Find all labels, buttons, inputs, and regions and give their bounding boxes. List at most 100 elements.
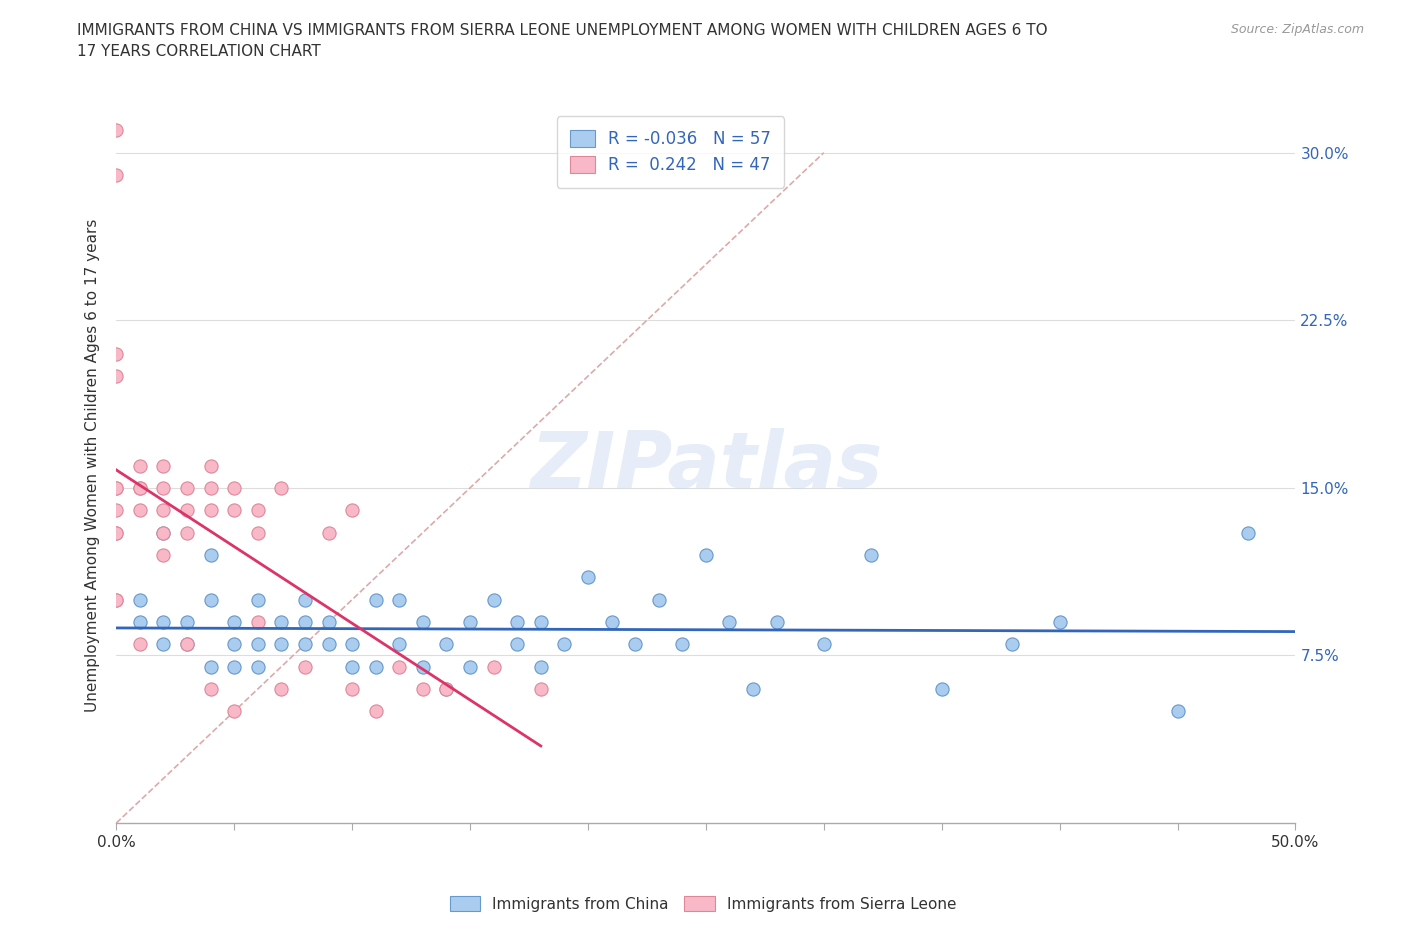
Point	[506, 637, 529, 652]
Point	[340, 503, 363, 518]
Point	[388, 592, 411, 607]
Point	[200, 548, 222, 563]
Point	[412, 682, 434, 697]
Point	[270, 615, 292, 630]
Point	[105, 525, 128, 540]
Point	[1001, 637, 1024, 652]
Point	[813, 637, 835, 652]
Point	[152, 503, 174, 518]
Point	[270, 481, 292, 496]
Point	[270, 637, 292, 652]
Point	[647, 592, 669, 607]
Point	[294, 615, 316, 630]
Point	[224, 637, 246, 652]
Point	[152, 458, 174, 473]
Point	[246, 525, 269, 540]
Point	[364, 659, 387, 674]
Point	[224, 704, 246, 719]
Point	[340, 682, 363, 697]
Y-axis label: Unemployment Among Women with Children Ages 6 to 17 years: Unemployment Among Women with Children A…	[86, 219, 100, 712]
Point	[1049, 615, 1071, 630]
Text: Source: ZipAtlas.com: Source: ZipAtlas.com	[1230, 23, 1364, 36]
Point	[152, 525, 174, 540]
Point	[128, 615, 150, 630]
Point	[200, 481, 222, 496]
Point	[340, 637, 363, 652]
Point	[128, 458, 150, 473]
Point	[388, 637, 411, 652]
Point	[105, 368, 128, 383]
Point	[200, 659, 222, 674]
Point	[224, 503, 246, 518]
Point	[458, 615, 481, 630]
Point	[931, 682, 953, 697]
Point	[176, 503, 198, 518]
Point	[246, 592, 269, 607]
Point	[246, 659, 269, 674]
Text: ZIPatlas: ZIPatlas	[530, 428, 882, 503]
Point	[718, 615, 741, 630]
Point	[482, 659, 505, 674]
Point	[412, 615, 434, 630]
Point	[105, 525, 128, 540]
Point	[530, 659, 553, 674]
Text: IMMIGRANTS FROM CHINA VS IMMIGRANTS FROM SIERRA LEONE UNEMPLOYMENT AMONG WOMEN W: IMMIGRANTS FROM CHINA VS IMMIGRANTS FROM…	[77, 23, 1047, 60]
Point	[176, 481, 198, 496]
Point	[765, 615, 787, 630]
Point	[506, 615, 529, 630]
Point	[318, 615, 340, 630]
Point	[224, 659, 246, 674]
Point	[436, 637, 458, 652]
Point	[412, 659, 434, 674]
Point	[200, 682, 222, 697]
Point	[246, 637, 269, 652]
Legend: Immigrants from China, Immigrants from Sierra Leone: Immigrants from China, Immigrants from S…	[443, 889, 963, 918]
Point	[152, 525, 174, 540]
Legend: R = -0.036   N = 57, R =  0.242   N = 47: R = -0.036 N = 57, R = 0.242 N = 47	[557, 116, 785, 188]
Point	[246, 615, 269, 630]
Point	[318, 525, 340, 540]
Point	[105, 167, 128, 182]
Point	[318, 637, 340, 652]
Point	[436, 682, 458, 697]
Point	[152, 637, 174, 652]
Point	[1237, 525, 1260, 540]
Point	[105, 592, 128, 607]
Point	[1167, 704, 1189, 719]
Point	[364, 704, 387, 719]
Point	[530, 682, 553, 697]
Point	[128, 481, 150, 496]
Point	[128, 503, 150, 518]
Point	[530, 615, 553, 630]
Point	[224, 615, 246, 630]
Point	[859, 548, 882, 563]
Point	[152, 481, 174, 496]
Point	[224, 481, 246, 496]
Point	[340, 659, 363, 674]
Point	[671, 637, 693, 652]
Point	[105, 503, 128, 518]
Point	[294, 659, 316, 674]
Point	[436, 682, 458, 697]
Point	[270, 682, 292, 697]
Point	[553, 637, 575, 652]
Point	[294, 592, 316, 607]
Point	[105, 346, 128, 361]
Point	[128, 637, 150, 652]
Point	[176, 637, 198, 652]
Point	[105, 123, 128, 138]
Point	[176, 525, 198, 540]
Point	[576, 570, 599, 585]
Point	[600, 615, 623, 630]
Point	[246, 503, 269, 518]
Point	[364, 592, 387, 607]
Point	[105, 481, 128, 496]
Point	[200, 503, 222, 518]
Point	[105, 481, 128, 496]
Point	[294, 637, 316, 652]
Point	[388, 659, 411, 674]
Point	[458, 659, 481, 674]
Point	[624, 637, 647, 652]
Point	[742, 682, 765, 697]
Point	[200, 592, 222, 607]
